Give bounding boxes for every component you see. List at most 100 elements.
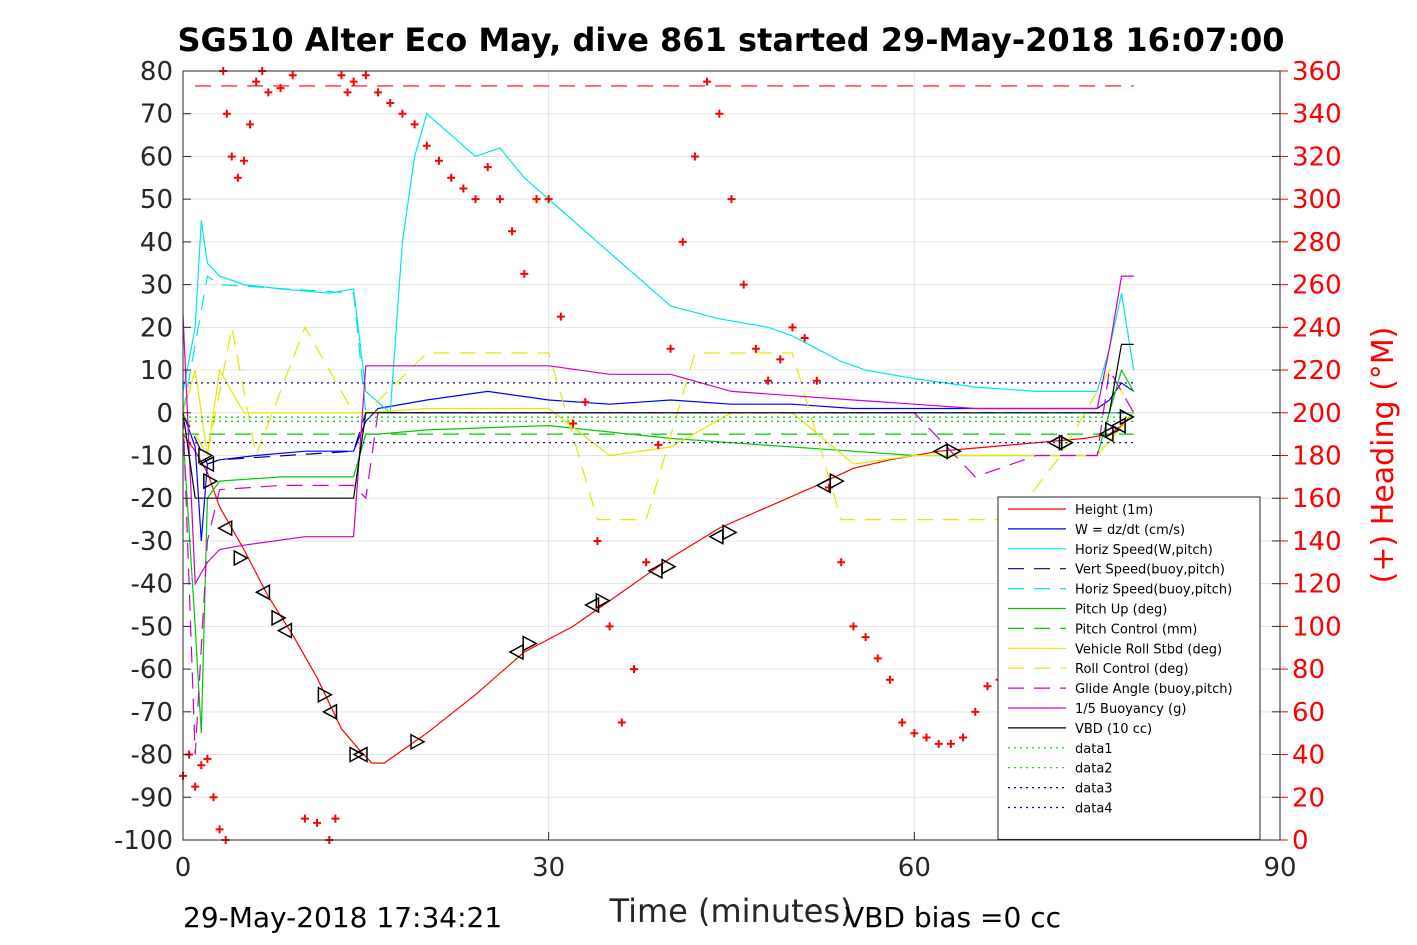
direction-marker	[203, 472, 219, 490]
footer-timestamp: 29-May-2018 17:34:21	[183, 901, 502, 934]
y-tick-label: -50	[131, 612, 173, 642]
heading-marker	[642, 558, 651, 567]
heading-marker	[654, 440, 663, 449]
heading-marker	[556, 312, 565, 321]
heading-marker	[410, 120, 419, 129]
legend-label: Glide Angle (buoy,pitch)	[1075, 682, 1233, 697]
y-tick-label: -90	[131, 783, 173, 813]
heading-marker	[215, 825, 224, 834]
y-tick-label: -70	[131, 698, 173, 728]
left-axis: 80 70 60 50 40 30 20 10 0 -10 -20 -30 -40 -50 -60 -70 -8…	[114, 57, 1280, 856]
heading-marker	[690, 152, 699, 161]
legend-label: Vert Speed(buoy,pitch)	[1075, 563, 1225, 578]
heading-marker	[532, 195, 541, 204]
x-axis: 0 30 60 90	[175, 832, 1297, 883]
heading-marker	[459, 184, 468, 193]
direction-marker	[522, 635, 538, 652]
heading-marker	[471, 195, 480, 204]
heading-marker	[233, 173, 242, 182]
legend-label: 1/5 Buoyancy (g)	[1075, 702, 1186, 717]
heading-marker	[288, 71, 297, 80]
heading-marker	[508, 227, 517, 236]
heading-marker	[227, 152, 236, 161]
heading-marker	[239, 156, 248, 165]
heading-marker	[727, 195, 736, 204]
legend-label: Horiz Speed(buoy,pitch)	[1075, 583, 1232, 598]
heading-marker	[331, 814, 340, 823]
series-line-8	[182, 325, 1135, 521]
heading-marker	[191, 782, 200, 791]
direction-marker	[661, 558, 677, 575]
x-tick-label: 0	[175, 853, 192, 883]
direction-marker	[198, 455, 215, 473]
direction-marker	[722, 524, 738, 541]
direction-marker	[946, 442, 962, 460]
series-line-7	[182, 368, 1135, 465]
direction-marker	[1047, 434, 1063, 451]
legend-label: Roll Control (deg)	[1075, 662, 1189, 677]
legend-label: Pitch Up (deg)	[1075, 603, 1167, 618]
legend-label: Horiz Speed(W,pitch)	[1075, 543, 1213, 558]
heading-marker	[495, 195, 504, 204]
heading-marker	[222, 109, 231, 118]
y-tick-label: 20	[140, 313, 173, 343]
y-right-tick-label: 20	[1292, 783, 1325, 813]
heading-marker	[569, 419, 578, 428]
y-tick-label: 40	[140, 228, 173, 258]
y-tick-label: -10	[131, 442, 173, 472]
heading-marker	[703, 77, 712, 86]
direction-marker	[1058, 434, 1075, 451]
heading-marker	[934, 739, 943, 748]
direction-marker	[1110, 417, 1126, 434]
heading-marker	[788, 323, 797, 332]
heading-marker	[629, 665, 638, 674]
legend-label: data1	[1075, 742, 1113, 757]
y-tick-label: -100	[114, 826, 173, 856]
heading-marker	[812, 376, 821, 385]
y-right-tick-label: 200	[1292, 399, 1342, 429]
legend-label: Pitch Control (mm)	[1075, 622, 1197, 637]
heading-marker	[581, 398, 590, 407]
direction-marker	[198, 447, 214, 464]
y-tick-label: 70	[140, 100, 173, 130]
heading-marker	[252, 77, 261, 86]
direction-marker	[595, 592, 611, 610]
heading-marker	[520, 269, 529, 278]
heading-marker	[434, 156, 443, 165]
heading-marker	[959, 733, 968, 742]
heading-marker	[246, 120, 255, 129]
heading-marker	[337, 71, 346, 80]
x-tick-label: 60	[898, 853, 931, 883]
heading-marker	[885, 675, 894, 684]
heading-marker	[910, 729, 919, 738]
y-right-tick-label: 180	[1292, 442, 1342, 472]
heading-marker	[776, 355, 785, 364]
heading-marker	[861, 633, 870, 642]
heading-marker	[617, 718, 626, 727]
y-right-tick-label: 260	[1292, 271, 1342, 301]
heading-marker	[715, 109, 724, 118]
heading-marker	[264, 88, 273, 97]
legend-label: Height (1m)	[1075, 503, 1153, 518]
heading-marker	[800, 334, 809, 343]
y-right-tick-label: 360	[1292, 57, 1342, 87]
series-line-11	[182, 343, 1134, 499]
y-right-tick-label: 340	[1292, 100, 1342, 130]
y-tick-label: -40	[131, 570, 173, 600]
y-right-tick-label: 120	[1292, 570, 1342, 600]
y-tick-label: 60	[140, 142, 173, 172]
y-right-tick-label: 240	[1292, 313, 1342, 343]
heading-marker	[739, 280, 748, 289]
y-right-tick-label: 100	[1292, 612, 1342, 642]
heading-marker	[764, 376, 773, 385]
heading-marker	[605, 622, 614, 631]
y-tick-label: 30	[140, 271, 173, 301]
y-right-tick-label: 0	[1292, 826, 1309, 856]
heading-marker	[544, 195, 553, 204]
heading-marker	[374, 88, 383, 97]
heading-marker	[361, 71, 370, 80]
right-axis-label: (+) Heading (°M)	[1366, 327, 1401, 584]
y-right-tick-label: 280	[1292, 228, 1342, 258]
direction-marker	[233, 549, 249, 567]
